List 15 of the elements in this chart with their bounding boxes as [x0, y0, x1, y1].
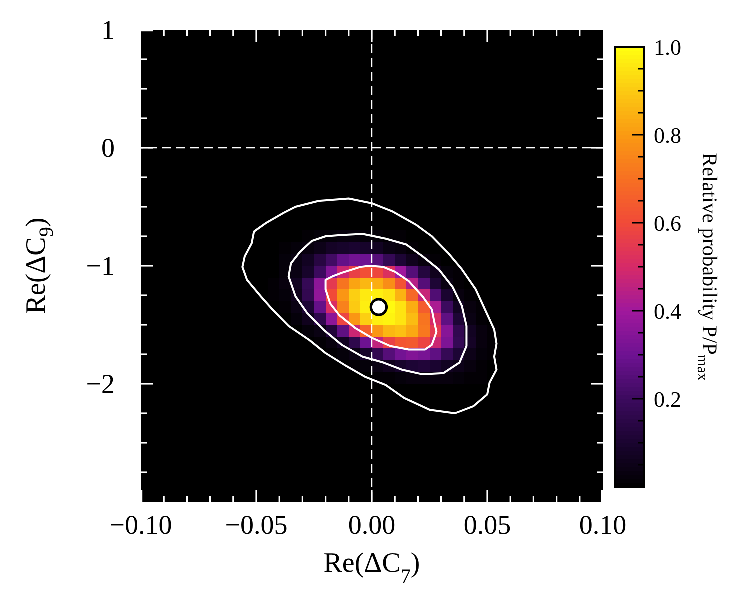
color-bar-label: 0.2: [654, 386, 682, 412]
x-tick-label: −0.05: [225, 510, 288, 540]
x-tick-label: −0.10: [110, 510, 172, 540]
y-tick-label: 1: [102, 15, 115, 45]
color-bar-label: 0.6: [654, 210, 682, 236]
x-tick-label: 0.10: [579, 510, 627, 540]
color-bar-label: 1.0: [654, 34, 682, 60]
color-bar-label: 0.8: [654, 122, 682, 148]
x-tick-label: 0.05: [464, 510, 512, 540]
color-bar-label: 0.4: [654, 298, 682, 324]
y-tick-label: −1: [86, 251, 115, 281]
y-tick-label: 0: [102, 133, 115, 163]
x-axis-title: Re(ΔC$_{7}$): [324, 548, 420, 588]
x-tick-label: 0.00: [348, 510, 396, 540]
y-tick-label: −2: [86, 369, 115, 399]
